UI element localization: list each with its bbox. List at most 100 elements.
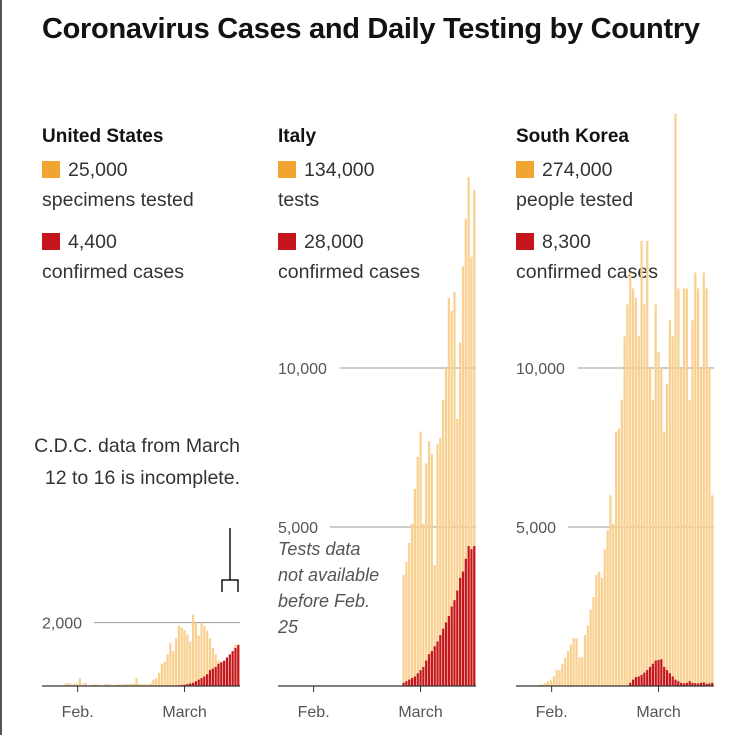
bar-tested-south-korea-46: [646, 240, 649, 687]
bar-tested-south-korea-67: [705, 288, 708, 686]
bar-tested-south-korea-23: [581, 657, 584, 686]
bar-tested-italy-50: [419, 431, 422, 686]
bar-tested-united-states-34: [138, 683, 141, 686]
bar-tested-united-states-37: [146, 684, 149, 686]
bar-tested-south-korea-69: [711, 495, 714, 686]
bar-tested-italy-55: [433, 565, 436, 686]
bar-tested-south-korea-25: [586, 625, 589, 686]
bar-cases-italy-63: [456, 590, 459, 686]
bar-tested-united-states-23: [107, 684, 110, 686]
bar-tested-italy-45: [405, 561, 408, 686]
bar-cases-united-states-55: [197, 679, 200, 686]
tested-total: 25,000: [68, 159, 128, 181]
bar-cases-united-states-67: [231, 651, 234, 686]
bar-cases-united-states-66: [228, 654, 231, 686]
bar-cases-italy-62: [453, 600, 456, 686]
bar-tested-united-states-31: [129, 683, 132, 686]
bar-cases-united-states-68: [234, 647, 237, 686]
bar-tested-italy-68: [470, 256, 473, 686]
bar-tested-south-korea-54: [668, 320, 671, 686]
bar-cases-south-korea-59: [682, 683, 686, 686]
bar-cases-italy-50: [419, 670, 422, 686]
x-tick-label-south-korea-0: Feb.: [536, 704, 568, 721]
bar-cases-italy-53: [427, 654, 431, 686]
bar-cases-south-korea-64: [697, 683, 700, 686]
bar-tested-united-states-26: [115, 684, 118, 686]
bar-cases-united-states-51: [186, 684, 189, 686]
annotation-bracket: [221, 579, 239, 592]
bar-tested-united-states-12: [75, 683, 79, 686]
bar-tested-south-korea-63: [694, 272, 697, 686]
bar-tested-south-korea-68: [708, 368, 711, 686]
bar-tested-united-states-54: [194, 622, 197, 686]
bar-tested-united-states-20: [98, 684, 101, 686]
legend-tested-us: 25,000: [42, 158, 128, 182]
bar-tested-south-korea-42: [634, 298, 638, 686]
bar-cases-italy-49: [416, 673, 419, 686]
bar-cases-italy-60: [447, 616, 450, 686]
tested-label-south-korea: people tested: [516, 189, 634, 211]
bar-tested-united-states-40: [155, 678, 158, 686]
cases-total: 28,000: [304, 231, 364, 253]
bar-cases-italy-54: [430, 651, 433, 686]
bar-tested-south-korea-17: [564, 657, 567, 686]
bar-tested-south-korea-39: [626, 304, 629, 686]
bar-tested-south-korea-14: [555, 670, 558, 686]
tested-label-italy: tests: [278, 189, 320, 211]
bar-cases-united-states-53: [191, 682, 195, 686]
bar-cases-italy-45: [405, 681, 408, 686]
bar-tested-south-korea-27: [592, 596, 595, 686]
bar-cases-united-states-50: [183, 684, 186, 686]
legend-tested-south-korea: 274,000: [516, 158, 613, 182]
bar-cases-south-korea-67: [705, 683, 708, 686]
bar-tested-south-korea-13: [552, 676, 555, 686]
bar-cases-south-korea-56: [674, 679, 677, 686]
bar-cases-south-korea-58: [680, 682, 683, 686]
bar-cases-united-states-69: [237, 644, 240, 686]
bar-tested-italy-65: [461, 266, 465, 686]
bar-cases-italy-46: [408, 679, 411, 686]
bar-tested-south-korea-8: [538, 684, 541, 686]
bar-tested-south-korea-60: [685, 288, 688, 686]
bar-tested-italy-53: [427, 441, 431, 686]
bar-tested-united-states-48: [177, 625, 180, 686]
bar-cases-south-korea-40: [629, 682, 632, 686]
bar-cases-south-korea-69: [711, 682, 714, 686]
bar-tested-italy-48: [413, 488, 416, 686]
bar-tested-south-korea-57: [677, 288, 680, 686]
x-tick-label-united-states-1: March: [162, 704, 206, 721]
bar-cases-italy-69: [473, 546, 476, 686]
bar-tested-united-states-30: [126, 684, 130, 686]
bar-tested-south-korea-24: [583, 635, 587, 686]
bar-tested-italy-64: [459, 342, 462, 686]
bar-cases-south-korea-61: [688, 681, 691, 686]
bar-tested-united-states-22: [104, 684, 107, 686]
bar-tested-italy-63: [456, 418, 459, 686]
bar-cases-italy-51: [422, 666, 425, 686]
bar-cases-south-korea-57: [677, 681, 680, 686]
bar-tested-italy-46: [408, 542, 411, 686]
bar-tested-italy-66: [464, 218, 467, 687]
bar-tested-south-korea-61: [688, 399, 691, 686]
bar-tested-italy-54: [430, 453, 433, 686]
bar-cases-italy-68: [470, 549, 473, 686]
bar-tested-south-korea-33: [609, 495, 612, 686]
bar-tested-south-korea-30: [600, 577, 604, 686]
x-tick-label-italy-1: March: [398, 704, 442, 721]
bar-tested-south-korea-55: [671, 336, 674, 686]
bar-tested-united-states-51: [186, 634, 189, 686]
bar-tested-south-korea-26: [589, 609, 592, 686]
tested-total: 134,000: [304, 159, 375, 181]
bar-tested-south-korea-35: [615, 431, 618, 686]
bar-cases-united-states-52: [189, 683, 192, 686]
bar-cases-south-korea-47: [648, 666, 652, 686]
bar-cases-south-korea-53: [665, 670, 669, 686]
bar-tested-italy-47: [410, 523, 414, 686]
bar-tested-united-states-47: [174, 638, 178, 686]
legend-cases-south-korea: 8,300: [516, 230, 591, 254]
bar-cases-south-korea-65: [699, 682, 703, 686]
bar-tested-south-korea-34: [612, 523, 615, 686]
bar-tested-south-korea-53: [665, 383, 669, 686]
bar-cases-south-korea-49: [654, 660, 657, 686]
bar-tested-italy-57: [439, 437, 442, 686]
